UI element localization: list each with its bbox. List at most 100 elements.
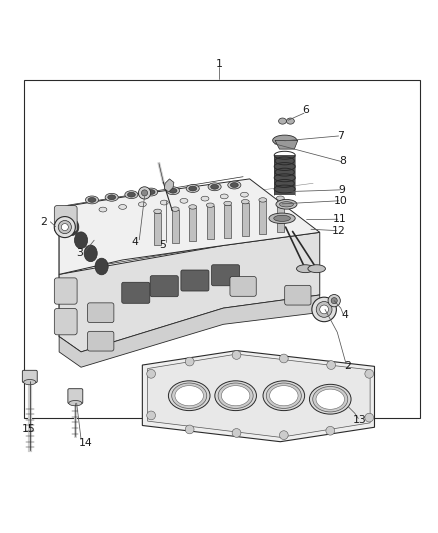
FancyBboxPatch shape <box>122 282 150 303</box>
Ellipse shape <box>224 201 232 206</box>
Ellipse shape <box>221 386 250 406</box>
Ellipse shape <box>279 118 286 124</box>
Text: 2: 2 <box>40 217 47 227</box>
Ellipse shape <box>171 207 179 211</box>
Ellipse shape <box>220 194 228 199</box>
Ellipse shape <box>230 183 238 188</box>
Text: 3: 3 <box>77 248 84 259</box>
Polygon shape <box>142 351 374 442</box>
Circle shape <box>232 351 241 359</box>
Ellipse shape <box>74 232 88 248</box>
Ellipse shape <box>189 186 197 191</box>
Circle shape <box>328 295 340 307</box>
FancyBboxPatch shape <box>68 389 83 403</box>
Ellipse shape <box>189 205 197 209</box>
Ellipse shape <box>316 389 344 409</box>
Text: 8: 8 <box>339 156 346 166</box>
Ellipse shape <box>169 188 177 193</box>
Bar <box>24 80 420 418</box>
Text: 4: 4 <box>131 237 138 247</box>
Ellipse shape <box>168 381 210 410</box>
Text: 5: 5 <box>159 240 166 250</box>
Polygon shape <box>164 179 174 192</box>
Polygon shape <box>259 201 266 234</box>
Polygon shape <box>59 232 320 352</box>
Ellipse shape <box>240 192 248 197</box>
Circle shape <box>320 305 328 314</box>
Ellipse shape <box>125 191 138 199</box>
Ellipse shape <box>160 200 168 205</box>
Circle shape <box>147 369 155 378</box>
Ellipse shape <box>241 199 249 204</box>
Polygon shape <box>224 205 231 238</box>
Text: 11: 11 <box>333 214 347 224</box>
Text: 4: 4 <box>342 310 349 320</box>
Ellipse shape <box>84 245 97 262</box>
Ellipse shape <box>211 184 219 189</box>
Text: 10: 10 <box>334 196 348 206</box>
Polygon shape <box>242 203 249 236</box>
Ellipse shape <box>228 181 241 189</box>
Ellipse shape <box>145 188 158 196</box>
Ellipse shape <box>269 213 295 223</box>
FancyBboxPatch shape <box>285 285 311 305</box>
Circle shape <box>279 431 288 440</box>
Ellipse shape <box>215 381 257 410</box>
Circle shape <box>141 190 148 196</box>
Bar <box>274 155 295 195</box>
FancyBboxPatch shape <box>88 332 114 351</box>
Ellipse shape <box>138 202 146 207</box>
Polygon shape <box>59 207 81 352</box>
Ellipse shape <box>69 400 82 406</box>
Ellipse shape <box>180 198 188 203</box>
Polygon shape <box>172 211 179 243</box>
Ellipse shape <box>108 195 116 200</box>
FancyBboxPatch shape <box>212 265 240 286</box>
Circle shape <box>54 216 75 238</box>
Ellipse shape <box>266 383 301 408</box>
Circle shape <box>365 369 374 378</box>
Polygon shape <box>277 199 284 232</box>
Ellipse shape <box>105 193 118 201</box>
Ellipse shape <box>66 219 79 236</box>
Ellipse shape <box>206 203 214 207</box>
FancyBboxPatch shape <box>88 303 114 322</box>
Text: 12: 12 <box>332 225 346 236</box>
FancyBboxPatch shape <box>150 276 178 297</box>
Ellipse shape <box>274 215 290 221</box>
FancyBboxPatch shape <box>54 206 77 232</box>
Polygon shape <box>59 295 320 367</box>
Text: 2: 2 <box>344 361 351 372</box>
Ellipse shape <box>88 198 96 203</box>
Ellipse shape <box>166 187 180 195</box>
Ellipse shape <box>208 183 221 191</box>
Ellipse shape <box>154 209 162 214</box>
Ellipse shape <box>218 383 253 408</box>
Polygon shape <box>189 208 196 241</box>
Ellipse shape <box>95 258 108 275</box>
Ellipse shape <box>276 199 297 209</box>
Ellipse shape <box>201 196 209 201</box>
Circle shape <box>326 426 335 435</box>
Ellipse shape <box>279 201 293 207</box>
Polygon shape <box>154 213 161 246</box>
Ellipse shape <box>175 386 203 406</box>
Text: 15: 15 <box>21 424 35 433</box>
Circle shape <box>312 297 336 322</box>
Ellipse shape <box>259 198 267 202</box>
Circle shape <box>147 411 155 420</box>
Ellipse shape <box>269 386 298 406</box>
Circle shape <box>58 221 71 233</box>
Text: 7: 7 <box>337 131 344 141</box>
Polygon shape <box>59 179 320 274</box>
Ellipse shape <box>308 265 325 273</box>
Ellipse shape <box>297 265 314 273</box>
Ellipse shape <box>127 192 135 197</box>
FancyBboxPatch shape <box>230 277 256 296</box>
Circle shape <box>331 297 337 304</box>
Circle shape <box>138 187 151 199</box>
Ellipse shape <box>24 379 36 385</box>
Polygon shape <box>148 354 370 437</box>
Circle shape <box>327 361 336 369</box>
Text: 14: 14 <box>78 438 92 448</box>
